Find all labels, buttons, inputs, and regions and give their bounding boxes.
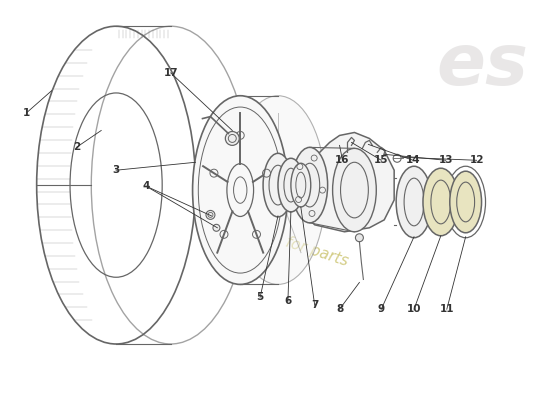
Text: 2: 2 xyxy=(73,142,80,152)
Ellipse shape xyxy=(230,96,326,284)
Text: 8: 8 xyxy=(336,304,343,314)
Ellipse shape xyxy=(278,158,304,212)
Text: 9: 9 xyxy=(378,304,385,314)
Text: 15: 15 xyxy=(374,155,388,165)
Text: 6: 6 xyxy=(284,296,292,306)
Polygon shape xyxy=(305,132,394,232)
Text: 5: 5 xyxy=(256,292,264,302)
Text: 12: 12 xyxy=(469,155,484,165)
Ellipse shape xyxy=(291,163,311,207)
Ellipse shape xyxy=(226,132,239,145)
Ellipse shape xyxy=(206,210,215,219)
Ellipse shape xyxy=(292,147,328,223)
Ellipse shape xyxy=(355,234,364,242)
Text: 16: 16 xyxy=(336,155,350,165)
Text: 3: 3 xyxy=(113,165,120,175)
Text: es: es xyxy=(436,31,528,100)
Ellipse shape xyxy=(423,168,459,236)
Text: 1: 1 xyxy=(23,108,30,118)
Text: 11: 11 xyxy=(439,304,454,314)
Text: 17: 17 xyxy=(163,68,178,78)
Text: 14: 14 xyxy=(406,155,420,165)
Ellipse shape xyxy=(396,166,432,238)
Ellipse shape xyxy=(213,224,220,231)
Ellipse shape xyxy=(450,171,482,233)
Text: a passion for parts: a passion for parts xyxy=(210,210,350,269)
Ellipse shape xyxy=(431,180,451,224)
Ellipse shape xyxy=(263,153,293,217)
Text: 7: 7 xyxy=(311,300,318,310)
Ellipse shape xyxy=(333,148,376,232)
Ellipse shape xyxy=(192,96,288,284)
Text: 13: 13 xyxy=(438,155,453,165)
Text: 4: 4 xyxy=(142,181,150,191)
Text: 10: 10 xyxy=(407,304,421,314)
